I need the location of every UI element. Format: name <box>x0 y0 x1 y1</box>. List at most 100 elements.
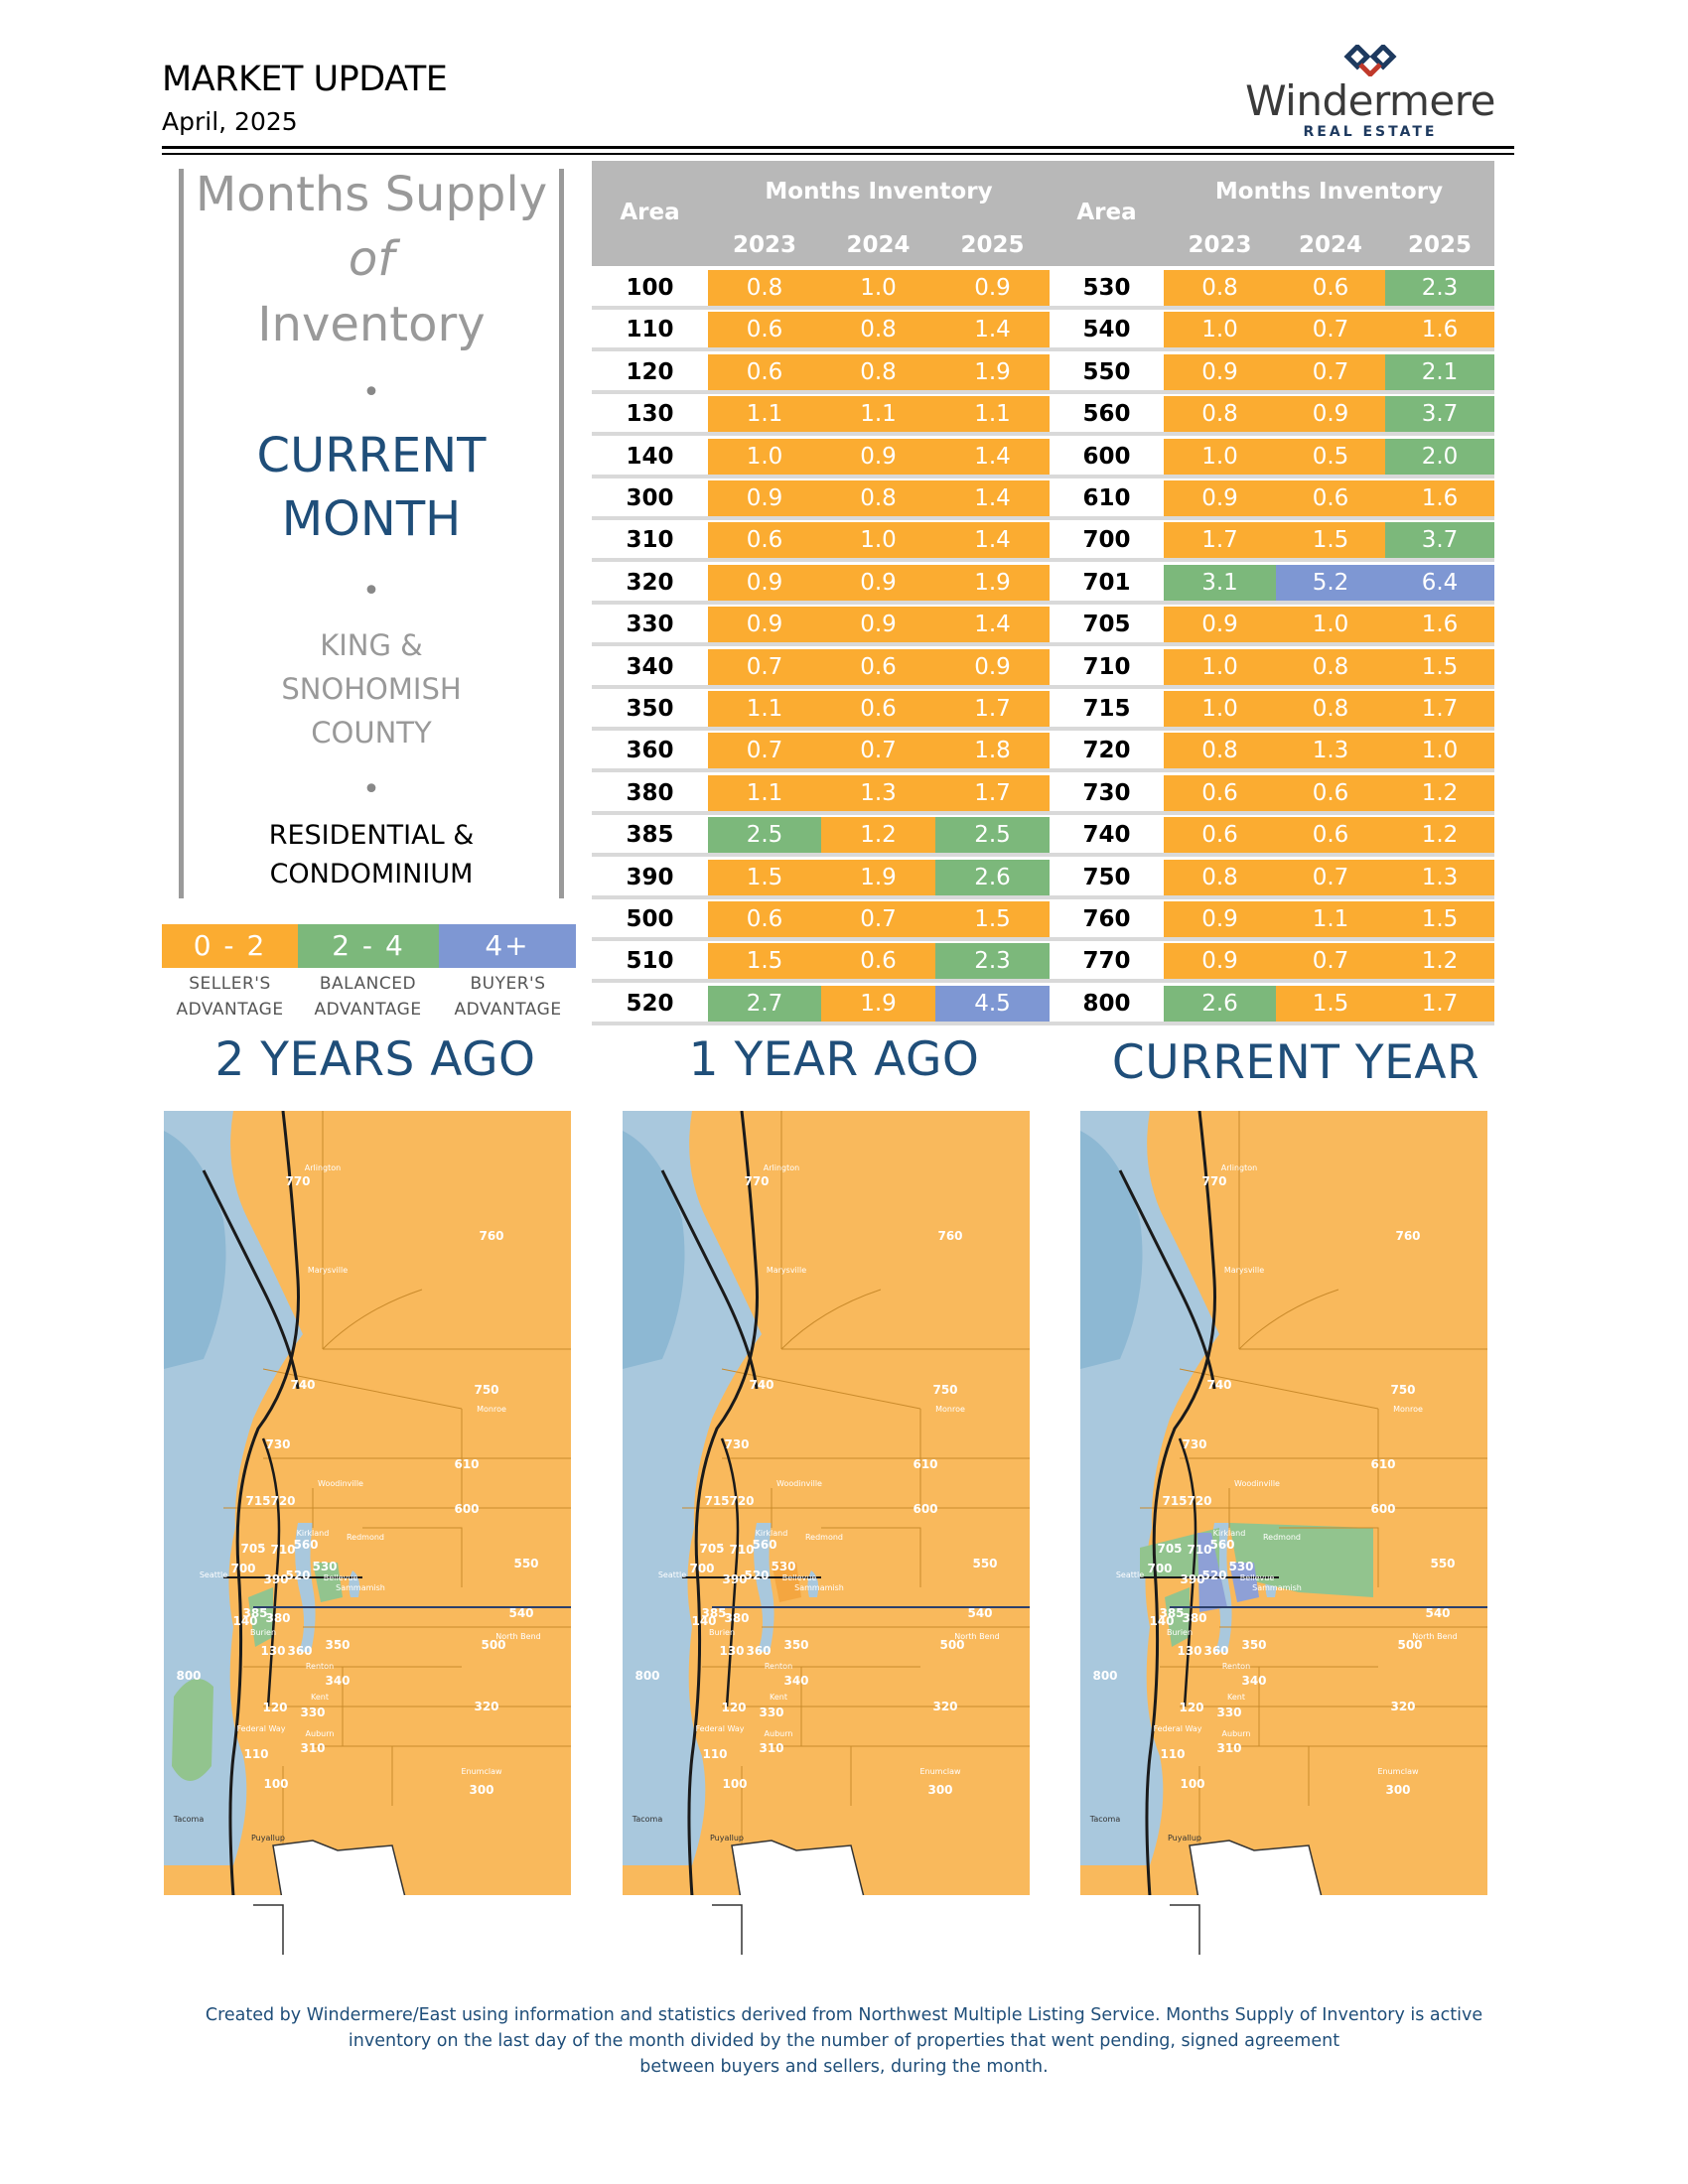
county-line2: SNOHOMISH <box>281 672 462 706</box>
inventory-cell: 1.7 <box>935 775 1050 811</box>
area-cell: 800 <box>1050 986 1164 1022</box>
area-cell: 340 <box>592 649 708 685</box>
map-place-label: Enumclaw <box>1377 1767 1419 1776</box>
table-row-divider <box>592 642 1494 646</box>
map-place-label: Tacoma <box>173 1815 205 1824</box>
bullet-separator: • <box>362 772 380 807</box>
map-place-label: Auburn <box>765 1729 793 1738</box>
map-area-label: 750 <box>1390 1383 1415 1397</box>
map-place-label: Puyallup <box>1168 1834 1201 1843</box>
legend-balanced-label: BALANCED ADVANTAGE <box>314 974 422 1020</box>
map-place-label: Bellevue <box>1240 1573 1275 1582</box>
map-area-label: 300 <box>1385 1783 1410 1797</box>
section-title-two-years-ago: 2 YEARS AGO <box>214 1032 536 1087</box>
year-header-2025: 2025 <box>960 232 1025 258</box>
area-cell: 110 <box>592 312 708 347</box>
island-channel <box>623 1131 685 1369</box>
map-area-label: 330 <box>759 1706 783 1719</box>
inventory-cell: 1.5 <box>1276 522 1385 558</box>
inventory-cell: 1.1 <box>1276 901 1385 937</box>
area-701-shade <box>1197 1533 1227 1612</box>
map-area-label: 770 <box>1201 1174 1226 1188</box>
map-place-label: Tacoma <box>1089 1815 1121 1824</box>
map-area-label: 720 <box>729 1494 754 1508</box>
inventory-cell: 0.6 <box>821 649 935 685</box>
county-line1: KING & <box>320 628 423 662</box>
map-area-label: 705 <box>699 1542 724 1556</box>
table-row-divider <box>592 727 1494 731</box>
inventory-cell: 3.7 <box>1385 522 1494 558</box>
table-row-divider <box>592 937 1494 941</box>
map-area-label: 330 <box>300 1706 325 1719</box>
highway-i5 <box>1145 1111 1216 1955</box>
map-area-label: 750 <box>474 1383 498 1397</box>
map-place-label: Kirkland <box>756 1529 788 1538</box>
table-row-divider <box>592 432 1494 436</box>
table-row-divider <box>592 516 1494 520</box>
inventory-cell: 3.7 <box>1385 396 1494 432</box>
inventory-cell: 2.6 <box>1164 986 1276 1022</box>
area-cell: 700 <box>1050 522 1164 558</box>
area-cell: 320 <box>592 565 708 601</box>
inventory-cell: 0.9 <box>708 565 821 601</box>
map-place-label: Seattle <box>200 1570 227 1579</box>
map-area-label: 310 <box>1216 1741 1241 1755</box>
county-line3: COUNTY <box>311 716 432 750</box>
map-area-label: 540 <box>1425 1606 1450 1620</box>
map-area-label: 705 <box>1157 1542 1182 1556</box>
area-boundary <box>1238 1289 1339 1350</box>
map-area-label: 100 <box>1180 1777 1204 1791</box>
property-type-line1: RESIDENTIAL & <box>268 820 475 851</box>
area-520-shade <box>313 1563 343 1602</box>
area-520-shade <box>1229 1563 1259 1602</box>
panel-heading-line3: Inventory <box>257 297 486 352</box>
map-area-label: 320 <box>474 1700 498 1713</box>
map-area-label: 730 <box>724 1437 749 1451</box>
header-rule-thin <box>162 153 1514 155</box>
map-bottom-blank <box>1080 1895 1487 1955</box>
map-area-label: 540 <box>508 1606 533 1620</box>
map-area-label: 330 <box>1216 1706 1241 1719</box>
map-area-label: 110 <box>243 1747 268 1761</box>
inventory-cell: 1.7 <box>935 691 1050 727</box>
panel-divider-right <box>559 169 564 898</box>
table-row-divider <box>592 979 1494 983</box>
map-place-label: Marysville <box>1224 1266 1264 1275</box>
map-area-label: 500 <box>939 1638 964 1652</box>
map-place-label: Monroe <box>477 1405 506 1414</box>
area-cell: 510 <box>592 943 708 979</box>
area-385-shade <box>248 1587 273 1647</box>
map-area-label: 350 <box>783 1638 808 1652</box>
highway-west <box>660 1169 759 1390</box>
inventory-cell: 1.6 <box>1385 607 1494 642</box>
inventory-cell: 0.8 <box>1276 691 1385 727</box>
map-place-label: Puyallup <box>251 1834 285 1843</box>
table-row-divider <box>592 685 1494 689</box>
inventory-cell: 1.7 <box>1385 986 1494 1022</box>
map-area-label: 770 <box>744 1174 769 1188</box>
area-cell: 715 <box>1050 691 1164 727</box>
map-place-label: Enumclaw <box>461 1767 502 1776</box>
map-place-label: North Bend <box>954 1632 999 1641</box>
map-place-label: Auburn <box>306 1729 335 1738</box>
puyallup-boundary <box>253 1904 284 1955</box>
map-area-label: 600 <box>1370 1502 1395 1516</box>
map-place-label: Monroe <box>935 1405 965 1414</box>
inventory-cell: 1.4 <box>935 480 1050 516</box>
inventory-cell: 1.2 <box>1385 943 1494 979</box>
map-area-label: 500 <box>481 1638 505 1652</box>
map-area-label: 610 <box>1370 1457 1395 1471</box>
map-area-label: 610 <box>913 1457 937 1471</box>
map-place-label: Burien <box>709 1628 735 1637</box>
map-area-label: 520 <box>285 1569 310 1582</box>
inventory-cell: 0.8 <box>821 480 935 516</box>
inventory-cell: 0.9 <box>935 649 1050 685</box>
highway-405 <box>261 1437 281 1707</box>
map-area-label: 760 <box>937 1229 962 1243</box>
inventory-cell: 0.6 <box>1276 775 1385 811</box>
inventory-cell: 1.1 <box>935 396 1050 432</box>
inventory-cell: 0.9 <box>1164 480 1276 516</box>
map-place-label: Tacoma <box>632 1815 663 1824</box>
map-place-label: Marysville <box>767 1266 806 1275</box>
map-area-label: 740 <box>290 1378 315 1392</box>
